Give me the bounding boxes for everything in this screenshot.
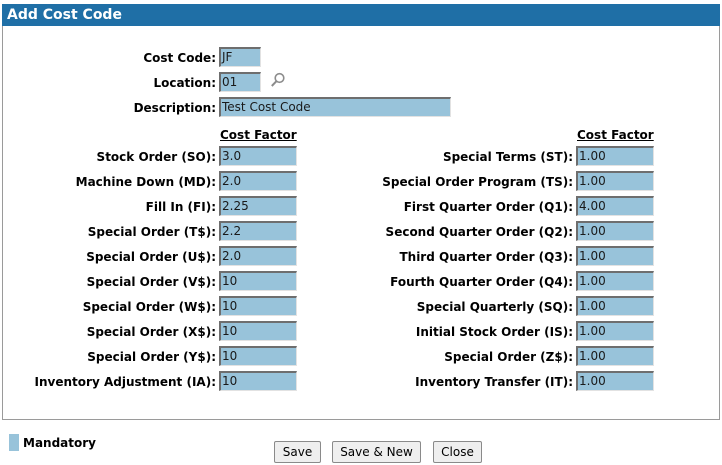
- fourth-quarter-order-label: Fourth Quarter Order (Q4):: [390, 275, 573, 289]
- special-order-program-label: Special Order Program (TS):: [382, 175, 573, 189]
- special-order-w-field[interactable]: 10: [219, 296, 297, 316]
- special-order-y-field[interactable]: 10: [219, 346, 297, 366]
- search-icon[interactable]: [270, 72, 286, 88]
- special-order-t-label: Special Order (T$):: [87, 225, 216, 239]
- special-order-u-field[interactable]: 2.0: [219, 246, 297, 266]
- special-order-program-field[interactable]: 1.00: [576, 171, 654, 191]
- stock-order-label: Stock Order (SO):: [96, 150, 216, 164]
- fill-in-field[interactable]: 2.25: [219, 196, 297, 216]
- special-terms-field[interactable]: 1.00: [576, 146, 654, 166]
- special-order-x-field[interactable]: 10: [219, 321, 297, 341]
- machine-down-field[interactable]: 2.0: [219, 171, 297, 191]
- machine-down-label: Machine Down (MD):: [75, 175, 216, 189]
- inventory-transfer-label: Inventory Transfer (IT):: [415, 375, 573, 389]
- initial-stock-order-label: Initial Stock Order (IS):: [415, 325, 573, 339]
- right-cost-factor-heading: Cost Factor: [577, 128, 654, 142]
- first-quarter-order-label: First Quarter Order (Q1):: [403, 200, 573, 214]
- fourth-quarter-order-field[interactable]: 1.00: [576, 271, 654, 291]
- third-quarter-order-label: Third Quarter Order (Q3):: [399, 250, 573, 264]
- save-button[interactable]: Save: [274, 441, 321, 463]
- mandatory-legend: Mandatory: [23, 436, 96, 450]
- stock-order-field[interactable]: 3.0: [219, 146, 297, 166]
- special-order-z-label: Special Order (Z$):: [444, 350, 573, 364]
- first-quarter-order-field[interactable]: 4.00: [576, 196, 654, 216]
- second-quarter-order-field[interactable]: 1.00: [576, 221, 654, 241]
- mandatory-swatch: [9, 434, 19, 451]
- special-order-z-field[interactable]: 1.00: [576, 346, 654, 366]
- special-order-u-label: Special Order (U$):: [86, 250, 216, 264]
- special-order-v-label: Special Order (V$):: [86, 275, 216, 289]
- second-quarter-order-label: Second Quarter Order (Q2):: [385, 225, 573, 239]
- inventory-adjustment-field[interactable]: 10: [219, 371, 297, 391]
- initial-stock-order-field[interactable]: 1.00: [576, 321, 654, 341]
- fill-in-label: Fill In (FI):: [145, 200, 216, 214]
- special-quarterly-field[interactable]: 1.00: [576, 296, 654, 316]
- special-order-w-label: Special Order (W$):: [82, 300, 216, 314]
- special-order-x-label: Special Order (X$):: [86, 325, 216, 339]
- special-terms-label: Special Terms (ST):: [442, 150, 573, 164]
- cost-code-label: Cost Code:: [143, 51, 216, 65]
- special-order-v-field[interactable]: 10: [219, 271, 297, 291]
- location-label: Location:: [153, 76, 216, 90]
- save-and-new-button[interactable]: Save & New: [332, 441, 421, 463]
- inventory-adjustment-label: Inventory Adjustment (IA):: [34, 375, 216, 389]
- dialog-title: Add Cost Code: [7, 7, 122, 23]
- cost-code-field[interactable]: JF: [219, 47, 261, 67]
- left-cost-factor-heading: Cost Factor: [220, 128, 297, 142]
- dialog-title-bar: Add Cost Code: [2, 4, 720, 26]
- location-field[interactable]: 01: [219, 72, 261, 92]
- special-quarterly-label: Special Quarterly (SQ):: [416, 300, 573, 314]
- description-label: Description:: [133, 101, 216, 115]
- third-quarter-order-field[interactable]: 1.00: [576, 246, 654, 266]
- description-field[interactable]: Test Cost Code: [219, 97, 451, 117]
- close-button[interactable]: Close: [433, 441, 482, 463]
- special-order-t-field[interactable]: 2.2: [219, 221, 297, 241]
- inventory-transfer-field[interactable]: 1.00: [576, 371, 654, 391]
- special-order-y-label: Special Order (Y$):: [87, 350, 216, 364]
